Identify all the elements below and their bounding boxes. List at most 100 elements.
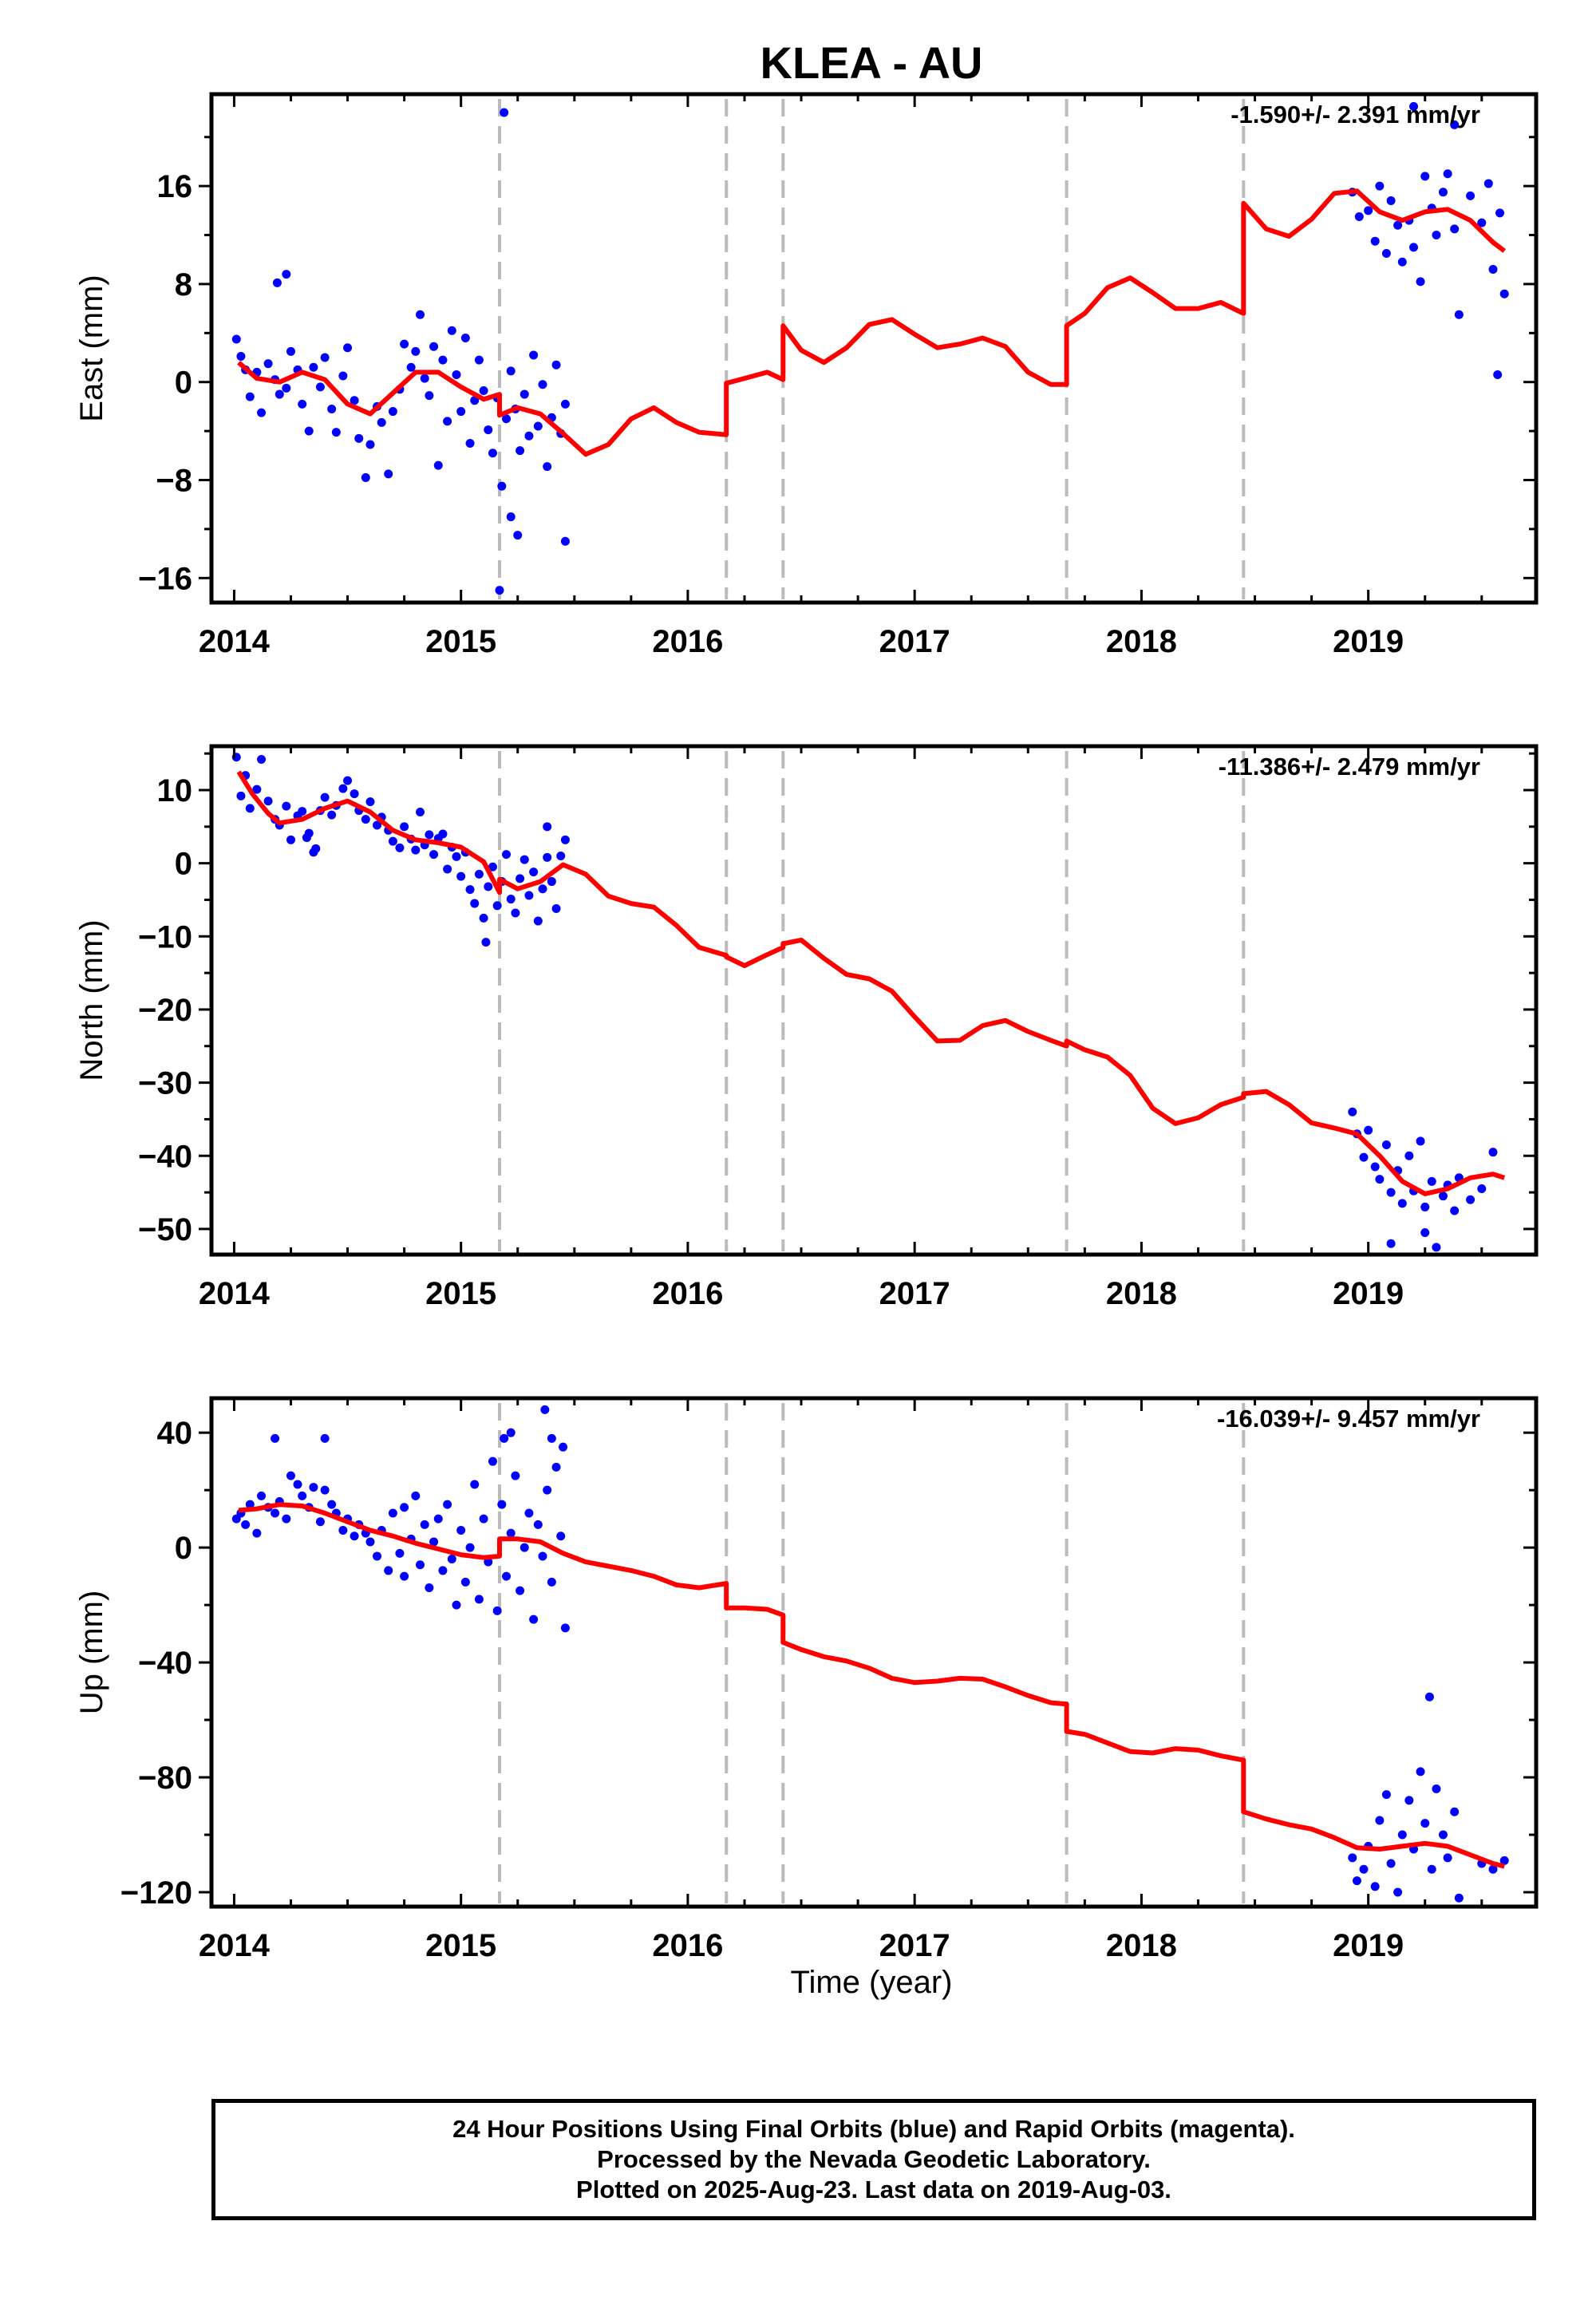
data-point [492,901,502,911]
y-tick-label: 0 [175,847,192,882]
data-point [388,1508,397,1518]
data-point [538,380,547,389]
data-point [1416,1136,1425,1146]
data-point [350,789,359,799]
data-point [500,108,509,117]
data-point [519,389,529,399]
data-point [1483,179,1493,188]
data-point [315,382,325,392]
data-point [556,1531,566,1541]
data-point [257,1491,267,1500]
data-point [343,343,353,353]
data-point [481,938,491,947]
data-point [543,822,552,832]
x-tick-label: 2017 [879,624,950,659]
data-point [443,417,452,426]
data-point [373,820,381,830]
data-point [400,339,409,349]
data-point [361,815,370,824]
x-tick-label: 2018 [1106,624,1177,659]
data-point [1386,1239,1396,1248]
data-point [497,481,507,491]
data-point [479,913,488,923]
data-point [488,1456,497,1466]
data-point [1432,231,1441,240]
data-point [298,807,307,816]
data-point [474,1595,484,1604]
data-point [263,796,273,806]
y-tick-label: −40 [138,1139,192,1174]
data-point [502,1571,512,1581]
data-point [495,586,504,595]
data-point [365,797,375,807]
up-panel: 2014 2015 2016 2017 2018 2019 −120 −80 −40 0 40 Up … [74,1396,1539,1963]
data-point [560,399,570,409]
data-point [529,1614,539,1624]
data-point [543,1485,552,1495]
data-point [452,370,461,380]
data-point [516,1586,525,1595]
data-point [1427,1864,1436,1874]
data-point [1420,1819,1430,1828]
data-point [331,428,341,437]
data-point [309,362,318,372]
y-tick-label: −40 [138,1646,192,1681]
x-tick-label: 2019 [1333,1276,1404,1311]
data-point [1375,1175,1385,1184]
data-point [513,531,523,540]
data-point [320,1433,330,1443]
data-point [506,895,516,904]
data-point [327,404,337,413]
data-point [1438,1192,1448,1201]
data-point [500,1433,509,1443]
x-tick-label: 2016 [652,1928,723,1963]
data-point [282,383,291,393]
data-point [519,855,529,864]
data-point [502,414,512,424]
data-point [361,472,370,482]
data-point [1450,224,1460,234]
data-point [343,776,353,785]
data-point [511,908,520,918]
data-point [547,1433,556,1443]
data-point [1443,1853,1452,1863]
y-tick-label: 8 [175,267,192,302]
data-point [506,512,516,522]
data-point [516,874,525,883]
data-point [1477,218,1487,227]
x-tick-label: 2017 [879,1928,950,1963]
data-point [1499,1856,1509,1865]
data-point [395,843,405,852]
data-point [1354,211,1364,221]
data-point [241,1520,251,1529]
data-point [465,885,475,895]
footer-caption-box: 24 Hour Positions Using Final Orbits (bl… [211,2099,1536,2220]
data-point [365,1537,375,1547]
y-tick-label: −16 [138,561,192,596]
data-point [470,1480,480,1489]
data-point [245,804,255,813]
data-point [252,1528,262,1538]
data-point [271,1508,280,1518]
data-point [447,1555,456,1564]
data-point [252,785,262,794]
x-axis-label: Time (year) [791,1965,953,2000]
y-axis-label: East (mm) [74,275,109,421]
data-point [231,334,241,344]
data-point [1488,1864,1498,1874]
data-point [460,1577,470,1587]
data-point [438,829,448,839]
x-tick-label: 2018 [1106,1276,1177,1311]
data-point [411,845,421,855]
data-point [1397,1199,1407,1208]
data-point [425,1583,434,1593]
north-panel: 2014 2015 2016 2017 2018 2019 −50 −40 −30 −20 −10 0… [74,744,1539,1311]
data-point [1450,1807,1460,1816]
data-point [320,1485,330,1495]
data-point [470,899,480,908]
data-point [497,1500,507,1509]
data-point [245,1500,255,1509]
data-point [411,346,421,356]
data-point [456,1526,466,1535]
data-point [320,792,330,802]
